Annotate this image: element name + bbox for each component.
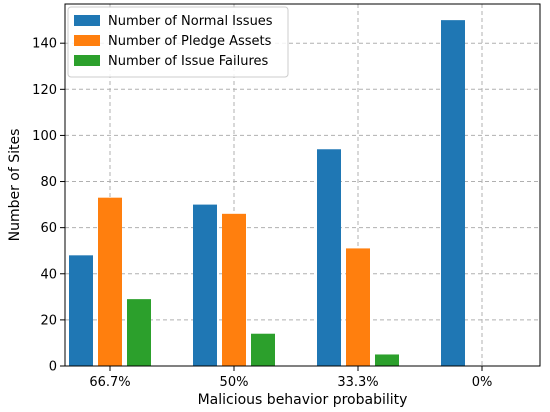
y-tick-label: 100 xyxy=(32,129,57,144)
bar xyxy=(317,149,341,366)
bar xyxy=(98,197,122,366)
y-tick-label: 120 xyxy=(32,83,57,98)
y-tick-label: 80 xyxy=(40,175,57,190)
legend-swatch xyxy=(74,55,100,66)
legend-swatch xyxy=(74,15,100,26)
y-axis-label: Number of Sites xyxy=(7,129,23,242)
x-axis-label: Malicious behavior probability xyxy=(198,392,408,408)
bar xyxy=(346,248,370,366)
y-tick-label: 140 xyxy=(32,37,57,52)
y-tick-label: 20 xyxy=(40,313,57,328)
bar xyxy=(69,255,93,366)
legend-box xyxy=(67,6,289,78)
bar xyxy=(222,213,246,366)
legend-label: Number of Issue Failures xyxy=(108,54,269,69)
bar xyxy=(193,204,217,366)
bar xyxy=(441,20,465,366)
legend: Number of Normal Issues Number of Pledge … xyxy=(67,6,289,78)
bars-layer xyxy=(69,20,465,366)
x-tick-label: 33.3% xyxy=(337,375,378,390)
legend-swatch xyxy=(74,35,100,46)
bar xyxy=(375,354,399,366)
bar xyxy=(127,299,151,366)
legend-label: Number of Pledge Assets xyxy=(108,34,272,49)
axes-layer: 0 20 40 60 80 100 120 140 66.7% 50% 33.3% 0% xyxy=(32,37,492,390)
legend-label: Number of Normal Issues xyxy=(108,14,273,29)
y-tick-label: 0 xyxy=(49,360,57,375)
x-tick-label: 0% xyxy=(472,375,493,390)
bar xyxy=(251,333,275,366)
y-tick-label: 40 xyxy=(40,267,57,282)
x-tick-label: 50% xyxy=(220,375,249,390)
plot-frame xyxy=(64,3,541,367)
x-tick-label: 66.7% xyxy=(89,375,130,390)
y-tick-label: 60 xyxy=(40,221,57,236)
